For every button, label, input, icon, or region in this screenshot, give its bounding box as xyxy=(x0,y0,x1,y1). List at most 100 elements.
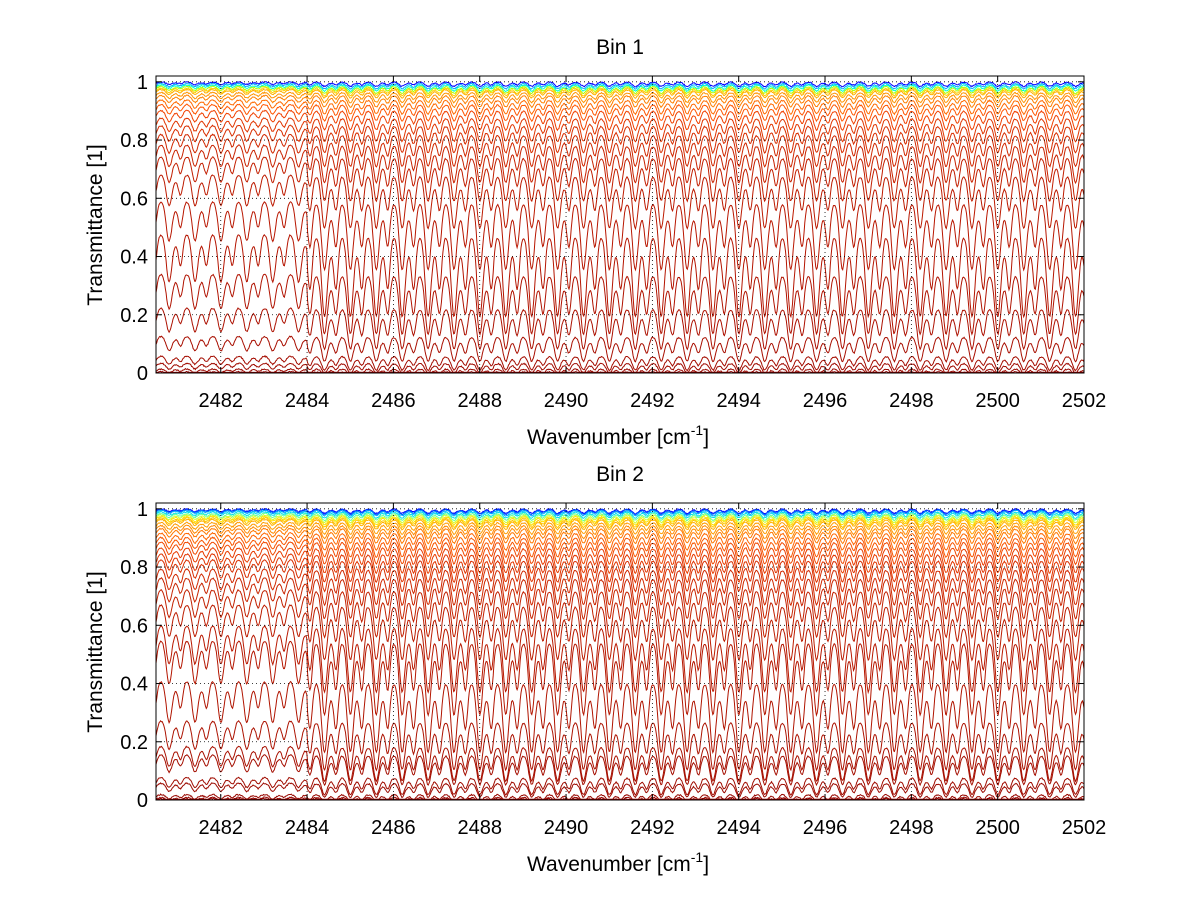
series-line xyxy=(155,507,1085,515)
x-tick-label: 2492 xyxy=(630,390,675,412)
x-tick-label: 2486 xyxy=(371,390,416,412)
series-line xyxy=(155,540,1085,566)
y-tick-label: 0.6 xyxy=(120,188,148,210)
y-tick-label: 0 xyxy=(137,790,148,812)
subplot-bin-1: Bin 1 2482 2484 2486 2488 2490 2492 2494 2496 24… xyxy=(84,36,1106,449)
series-layer xyxy=(155,507,1085,801)
y-tick-label: 1 xyxy=(137,499,148,521)
x-tick-label: 2494 xyxy=(716,390,761,412)
series-line xyxy=(155,745,1085,783)
series-line xyxy=(155,133,1085,168)
x-tick-label: 2498 xyxy=(889,390,934,412)
series-line xyxy=(155,80,1085,88)
series-line xyxy=(155,156,1085,203)
x-tick-labels: 2482 2484 2486 2488 2490 2492 2494 2496 2498 2500… xyxy=(198,76,1106,412)
y-tick-label: 0.6 xyxy=(120,615,148,637)
series-line xyxy=(155,362,1085,373)
series-line xyxy=(155,144,1085,185)
series-line xyxy=(156,370,1084,374)
x-tick-label: 2496 xyxy=(803,390,848,412)
y-tick-label: 0.8 xyxy=(120,130,148,152)
series-line xyxy=(155,307,1085,351)
series-line xyxy=(155,83,1085,93)
plot-frame xyxy=(155,502,1085,801)
series-line xyxy=(156,797,1084,801)
y-tick-label: 0.4 xyxy=(120,674,148,696)
x-tick-label: 2490 xyxy=(544,390,589,412)
series-line xyxy=(155,577,1085,621)
series-line xyxy=(155,640,1085,718)
series-line xyxy=(155,88,1085,100)
series-line xyxy=(155,719,1085,772)
series-line xyxy=(155,354,1085,372)
x-tick-label: 2488 xyxy=(457,817,502,839)
series-line xyxy=(155,553,1085,584)
series-line xyxy=(155,521,1085,536)
series-line xyxy=(155,86,1085,97)
chart-title: Bin 2 xyxy=(596,463,644,486)
series-line xyxy=(155,604,1085,662)
y-axis-label: Transmittance [1] xyxy=(84,144,107,305)
series-line xyxy=(155,513,1085,525)
grid-lines xyxy=(156,76,1084,373)
y-tick-label: 0 xyxy=(137,363,148,385)
x-tick-label: 2500 xyxy=(975,817,1020,839)
series-line xyxy=(155,512,1085,522)
subplot-bin-2: Bin 2 2482 2484 2486 2488 2490 2492 2494 2496 24… xyxy=(84,463,1106,876)
x-axis-label: Wavenumber [cm-1] xyxy=(527,422,709,449)
series-line xyxy=(155,273,1085,336)
series-line xyxy=(155,99,1085,116)
y-axis-label: Transmittance [1] xyxy=(84,571,107,732)
x-tick-label: 2494 xyxy=(716,817,761,839)
series-line xyxy=(155,200,1085,272)
series-line xyxy=(155,567,1085,607)
x-tick-label: 2502 xyxy=(1062,817,1107,839)
series-line xyxy=(155,588,1085,639)
x-tick-label: 2484 xyxy=(285,390,330,412)
y-tick-label: 0.2 xyxy=(120,305,148,327)
series-line xyxy=(156,518,1085,531)
series-line xyxy=(155,782,1085,799)
x-tick-labels: 2482 2484 2486 2488 2490 2492 2494 2496 2498 2500… xyxy=(198,503,1106,839)
series-line xyxy=(155,91,1085,104)
series-line xyxy=(155,524,1085,540)
series-line xyxy=(155,776,1085,796)
x-tick-label: 2482 xyxy=(198,390,243,412)
x-tick-label: 2488 xyxy=(457,390,502,412)
x-axis-label: Wavenumber [cm-1] xyxy=(527,849,709,876)
series-line xyxy=(155,174,1085,231)
series-layer xyxy=(155,80,1085,374)
series-line xyxy=(155,94,1085,109)
series-line xyxy=(155,85,1085,95)
series-line xyxy=(155,233,1085,319)
y-tick-label: 1 xyxy=(137,72,148,94)
chart-title: Bin 1 xyxy=(596,36,644,59)
y-tick-labels: 0 0.2 0.4 0.6 0.8 1 xyxy=(120,72,1084,385)
y-tick-label: 0.2 xyxy=(120,732,148,754)
series-line xyxy=(155,515,1085,527)
series-line xyxy=(155,680,1085,755)
series-line xyxy=(155,509,1085,517)
series-line xyxy=(155,109,1085,132)
y-tick-labels: 0 0.2 0.4 0.6 0.8 1 xyxy=(120,499,1084,812)
series-line xyxy=(155,82,1085,90)
series-line xyxy=(155,624,1085,695)
x-tick-label: 2496 xyxy=(803,817,848,839)
series-line xyxy=(155,558,1085,593)
series-line xyxy=(155,547,1085,575)
x-tick-label: 2484 xyxy=(285,817,330,839)
series-line xyxy=(155,117,1085,143)
x-tick-label: 2492 xyxy=(630,817,675,839)
x-tick-label: 2482 xyxy=(198,817,243,839)
series-line xyxy=(156,516,1085,529)
series-line xyxy=(155,510,1085,520)
plot-frame xyxy=(155,75,1085,374)
y-tick-label: 0.4 xyxy=(120,247,148,269)
x-tick-label: 2486 xyxy=(371,817,416,839)
series-line xyxy=(155,527,1085,545)
x-tick-label: 2500 xyxy=(975,390,1020,412)
series-line xyxy=(155,103,1085,123)
series-line xyxy=(155,531,1085,552)
series-line xyxy=(155,508,1085,516)
